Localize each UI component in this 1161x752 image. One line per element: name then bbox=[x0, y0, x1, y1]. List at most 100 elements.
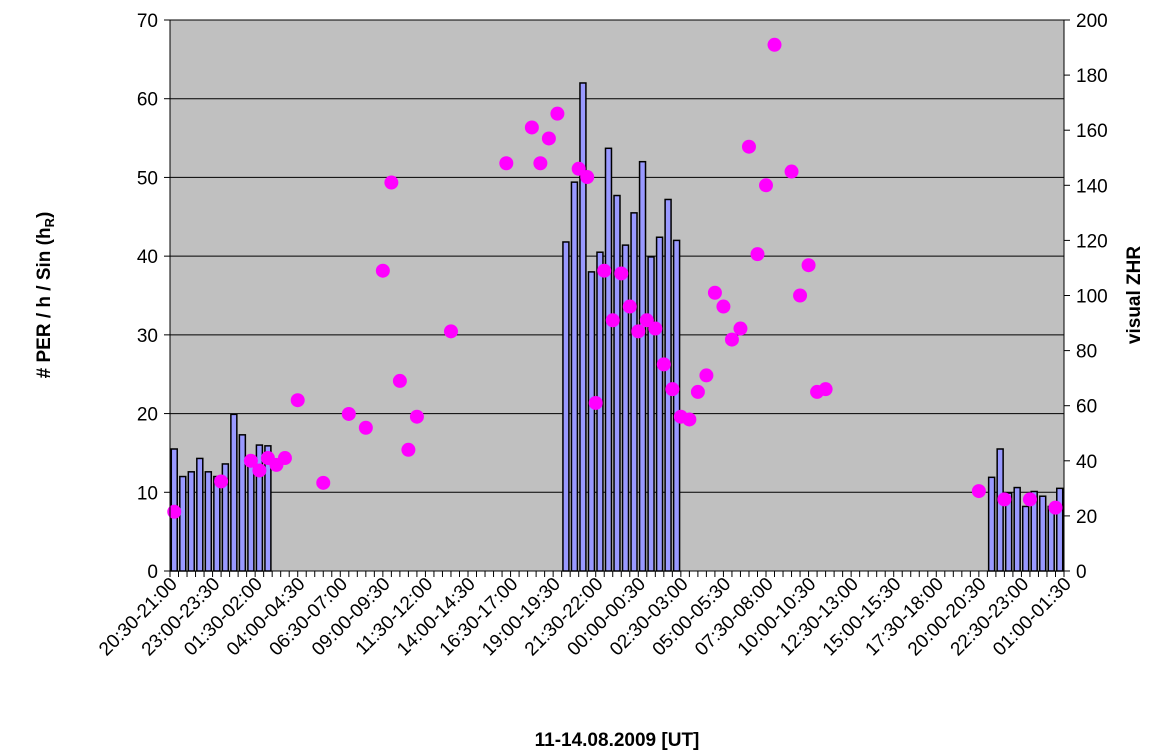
scatter-point bbox=[784, 164, 799, 179]
scatter-point bbox=[716, 299, 731, 314]
y-tick-label: 10 bbox=[137, 483, 158, 504]
bar bbox=[596, 251, 604, 572]
bar bbox=[570, 181, 579, 572]
bar bbox=[647, 256, 655, 572]
scatter-point bbox=[997, 492, 1012, 507]
y2-tick-label: 0 bbox=[1076, 562, 1087, 583]
y-axis-title-subscript: R bbox=[42, 217, 57, 227]
bar bbox=[1056, 487, 1064, 572]
y2-tick-label: 200 bbox=[1076, 11, 1108, 32]
y2-axis-title: visual ZHR bbox=[1124, 246, 1145, 344]
axes bbox=[164, 19, 1070, 577]
y-axis-title: # PER / h / Sin (hR) bbox=[34, 212, 57, 379]
y-tick-label: 50 bbox=[137, 168, 158, 189]
bar bbox=[247, 457, 255, 572]
bar bbox=[562, 241, 570, 572]
scatter-point bbox=[631, 324, 646, 339]
y2-tick-label: 20 bbox=[1076, 507, 1097, 528]
scatter-point bbox=[648, 321, 663, 336]
y2-tick-label: 140 bbox=[1076, 176, 1108, 197]
scatter-point bbox=[409, 409, 424, 424]
scatter-point bbox=[588, 395, 603, 410]
y-tick-label: 70 bbox=[137, 11, 158, 32]
scatter-point bbox=[214, 474, 229, 489]
bar bbox=[238, 434, 247, 572]
scatter-point bbox=[252, 463, 267, 478]
scatter-point bbox=[656, 357, 671, 372]
y-tick-label: 40 bbox=[137, 247, 158, 268]
y2-tick-label: 60 bbox=[1076, 397, 1097, 418]
bar bbox=[1038, 495, 1047, 572]
bar bbox=[638, 160, 647, 572]
y2-tick-label: 120 bbox=[1076, 231, 1108, 252]
scatter-point bbox=[971, 484, 986, 499]
scatter-point bbox=[499, 156, 514, 171]
bar bbox=[1021, 505, 1030, 572]
scatter-point bbox=[767, 37, 782, 52]
scatter-point bbox=[316, 475, 331, 490]
scatter-point bbox=[724, 332, 739, 347]
scatter-point bbox=[750, 247, 765, 262]
y-tick-labels: 0 10 20 30 40 50 60 70 bbox=[137, 11, 158, 583]
y2-tick-label: 80 bbox=[1076, 342, 1097, 363]
scatter-point bbox=[401, 442, 416, 457]
scatter-series bbox=[167, 37, 1063, 519]
y2-tick-label: 180 bbox=[1076, 66, 1108, 87]
bar bbox=[213, 475, 221, 572]
y-tick-label: 0 bbox=[147, 562, 158, 583]
scatter-point bbox=[533, 156, 548, 171]
bar bbox=[672, 239, 681, 572]
scatter-point bbox=[597, 263, 612, 278]
scatter-point bbox=[801, 258, 816, 273]
bar bbox=[987, 476, 996, 572]
scatter-point bbox=[818, 382, 833, 397]
bar bbox=[187, 471, 196, 572]
y2-tick-labels: 0 20 40 60 80 100 120 140 160 180 200 bbox=[1076, 11, 1108, 583]
scatter-point bbox=[358, 420, 373, 435]
y-tick-label: 60 bbox=[137, 90, 158, 111]
scatter-point bbox=[733, 321, 748, 336]
bar bbox=[655, 236, 664, 572]
scatter-point bbox=[443, 324, 458, 339]
bar bbox=[196, 457, 204, 572]
y-axis-title-main: # PER / h / Sin (h bbox=[34, 227, 55, 378]
scatter-point bbox=[392, 373, 407, 388]
bar bbox=[621, 244, 630, 572]
bar bbox=[204, 471, 213, 572]
bar bbox=[996, 448, 1004, 572]
y-axis-title-end: ) bbox=[34, 212, 55, 218]
scatter-point bbox=[741, 139, 756, 154]
scatter-point bbox=[277, 451, 292, 466]
y2-tick-label: 160 bbox=[1076, 121, 1108, 142]
bar bbox=[604, 147, 613, 572]
bar bbox=[579, 82, 587, 572]
scatter-point bbox=[1022, 492, 1037, 507]
scatter-point bbox=[524, 120, 539, 135]
scatter-point bbox=[682, 412, 697, 427]
bar bbox=[587, 271, 596, 572]
scatter-point bbox=[759, 178, 773, 193]
y-tick-label: 30 bbox=[137, 326, 158, 347]
scatter-point bbox=[550, 106, 565, 121]
bar bbox=[179, 475, 187, 572]
scatter-point bbox=[665, 382, 680, 397]
scatter-point bbox=[341, 406, 356, 421]
scatter-point bbox=[699, 368, 714, 383]
x-tick-labels: 20:30-21:0023:00-23:3001:30-02:0004:00-0… bbox=[95, 574, 1076, 661]
scatter-point bbox=[614, 266, 629, 281]
scatter-point bbox=[1048, 500, 1063, 515]
bar bbox=[1013, 486, 1021, 572]
scatter-point bbox=[290, 393, 305, 408]
scatter-point bbox=[580, 170, 595, 185]
scatter-point bbox=[793, 288, 808, 303]
scatter-point bbox=[605, 313, 620, 328]
scatter-point bbox=[167, 504, 182, 519]
scatter-point bbox=[690, 384, 705, 399]
scatter-point bbox=[243, 453, 258, 468]
scatter-point bbox=[375, 263, 390, 278]
scatter-point bbox=[384, 175, 399, 190]
scatter-point bbox=[622, 299, 637, 314]
y-tick-label: 20 bbox=[137, 405, 158, 426]
bar bbox=[230, 413, 238, 572]
